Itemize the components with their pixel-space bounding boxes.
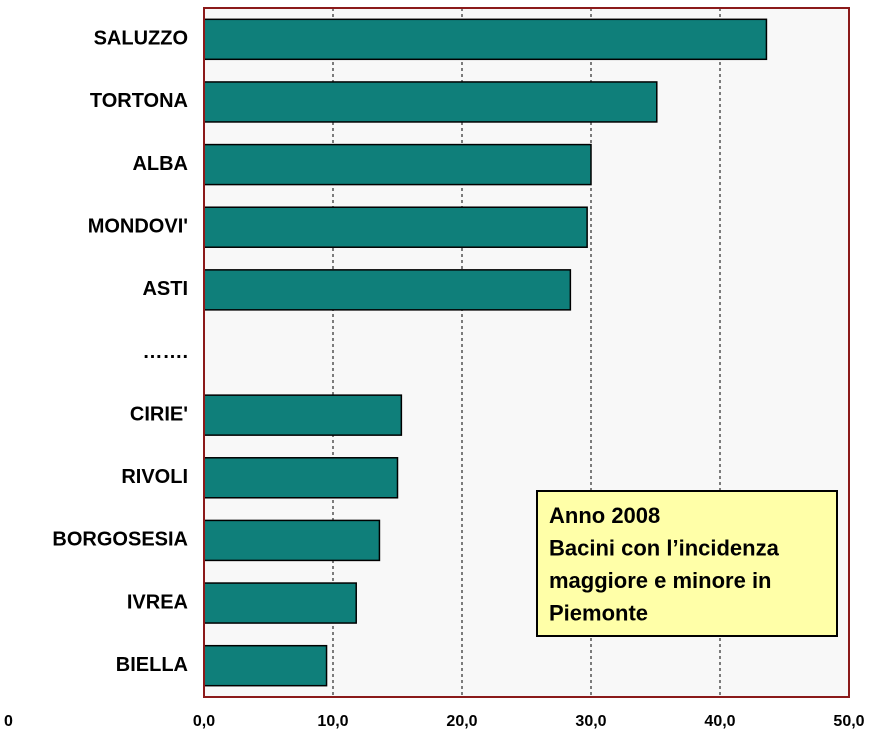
y-tick-label: ……. (142, 341, 188, 363)
bar (203, 269, 572, 311)
y-tick-label: ALBA (132, 153, 188, 175)
bar (203, 394, 403, 436)
bar (203, 206, 588, 248)
y-tick-label: CIRIE' (130, 403, 188, 425)
y-tick-label: IVREA (127, 591, 188, 613)
plot-border (203, 7, 850, 698)
bar (203, 519, 381, 562)
y-tick-label: BORGOSESIA (52, 529, 188, 551)
annotation-line: maggiore e minore in (549, 568, 772, 593)
annotation-line: Bacini con l’incidenza (549, 535, 780, 560)
bar (203, 81, 658, 123)
corner-label: 0 (4, 713, 13, 730)
x-tick-label: 30,0 (575, 713, 606, 730)
bar (203, 644, 328, 687)
bar (203, 18, 768, 61)
bar (203, 457, 399, 499)
y-tick-label: MONDOVI' (88, 216, 188, 238)
annotation-line: Anno 2008 (549, 503, 660, 528)
x-tick-label: 50,0 (833, 713, 864, 730)
annotation-line: Piemonte (549, 600, 648, 625)
y-tick-label: RIVOLI (121, 466, 188, 488)
bar (203, 143, 592, 186)
x-tick-label: 40,0 (704, 713, 735, 730)
y-tick-label: TORTONA (90, 90, 188, 112)
y-tick-label: ASTI (142, 278, 188, 300)
annotation-box (536, 490, 838, 637)
marks (203, 8, 768, 697)
y-tick-label: BIELLA (116, 654, 188, 676)
x-tick-label: 20,0 (446, 713, 477, 730)
bar (203, 582, 357, 624)
x-tick-label: 0,0 (193, 713, 215, 730)
annotation: Anno 2008 Bacini con l’incidenza maggiore … (549, 503, 780, 626)
y-tick-label: SALUZZO (94, 28, 188, 50)
x-tick-label: 10,0 (317, 713, 348, 730)
